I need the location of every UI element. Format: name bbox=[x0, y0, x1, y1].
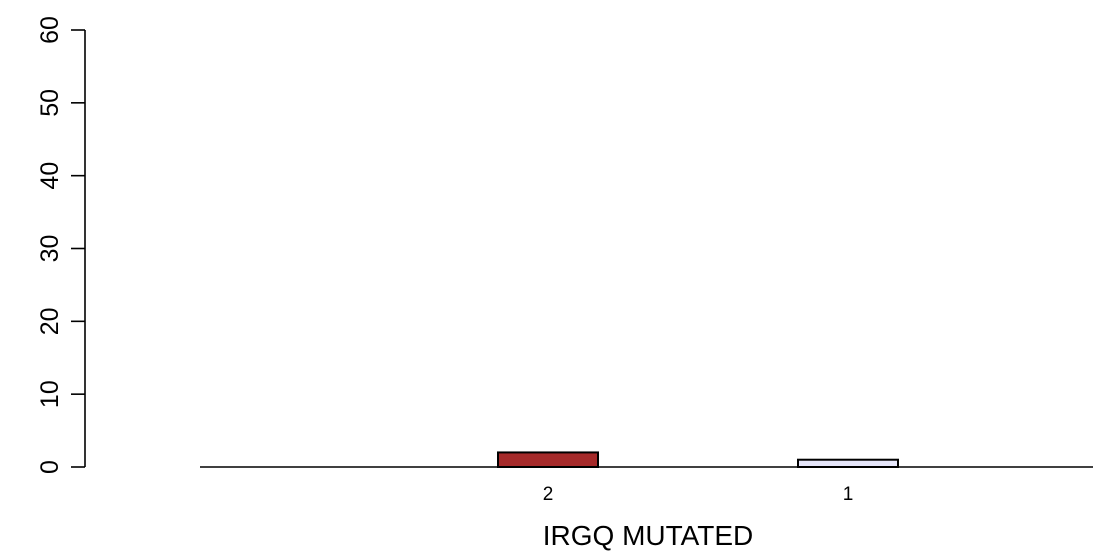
y-tick-label: 60 bbox=[36, 16, 64, 44]
category-label: 1 bbox=[843, 484, 854, 505]
bar-1 bbox=[797, 458, 899, 469]
y-tick-label: 10 bbox=[36, 380, 64, 408]
category-label: 2 bbox=[543, 484, 554, 505]
y-tick-label: 20 bbox=[36, 307, 64, 335]
y-axis: 0 10 20 30 40 50 60 bbox=[36, 16, 86, 474]
y-tick-label: 40 bbox=[36, 162, 64, 190]
bar-2 bbox=[497, 451, 599, 468]
y-tick-label: 0 bbox=[36, 460, 64, 474]
y-tick-label: 50 bbox=[36, 89, 64, 117]
bars bbox=[497, 451, 899, 469]
y-tick-label: 30 bbox=[36, 235, 64, 263]
x-axis-title: IRGQ MUTATED bbox=[543, 520, 754, 551]
